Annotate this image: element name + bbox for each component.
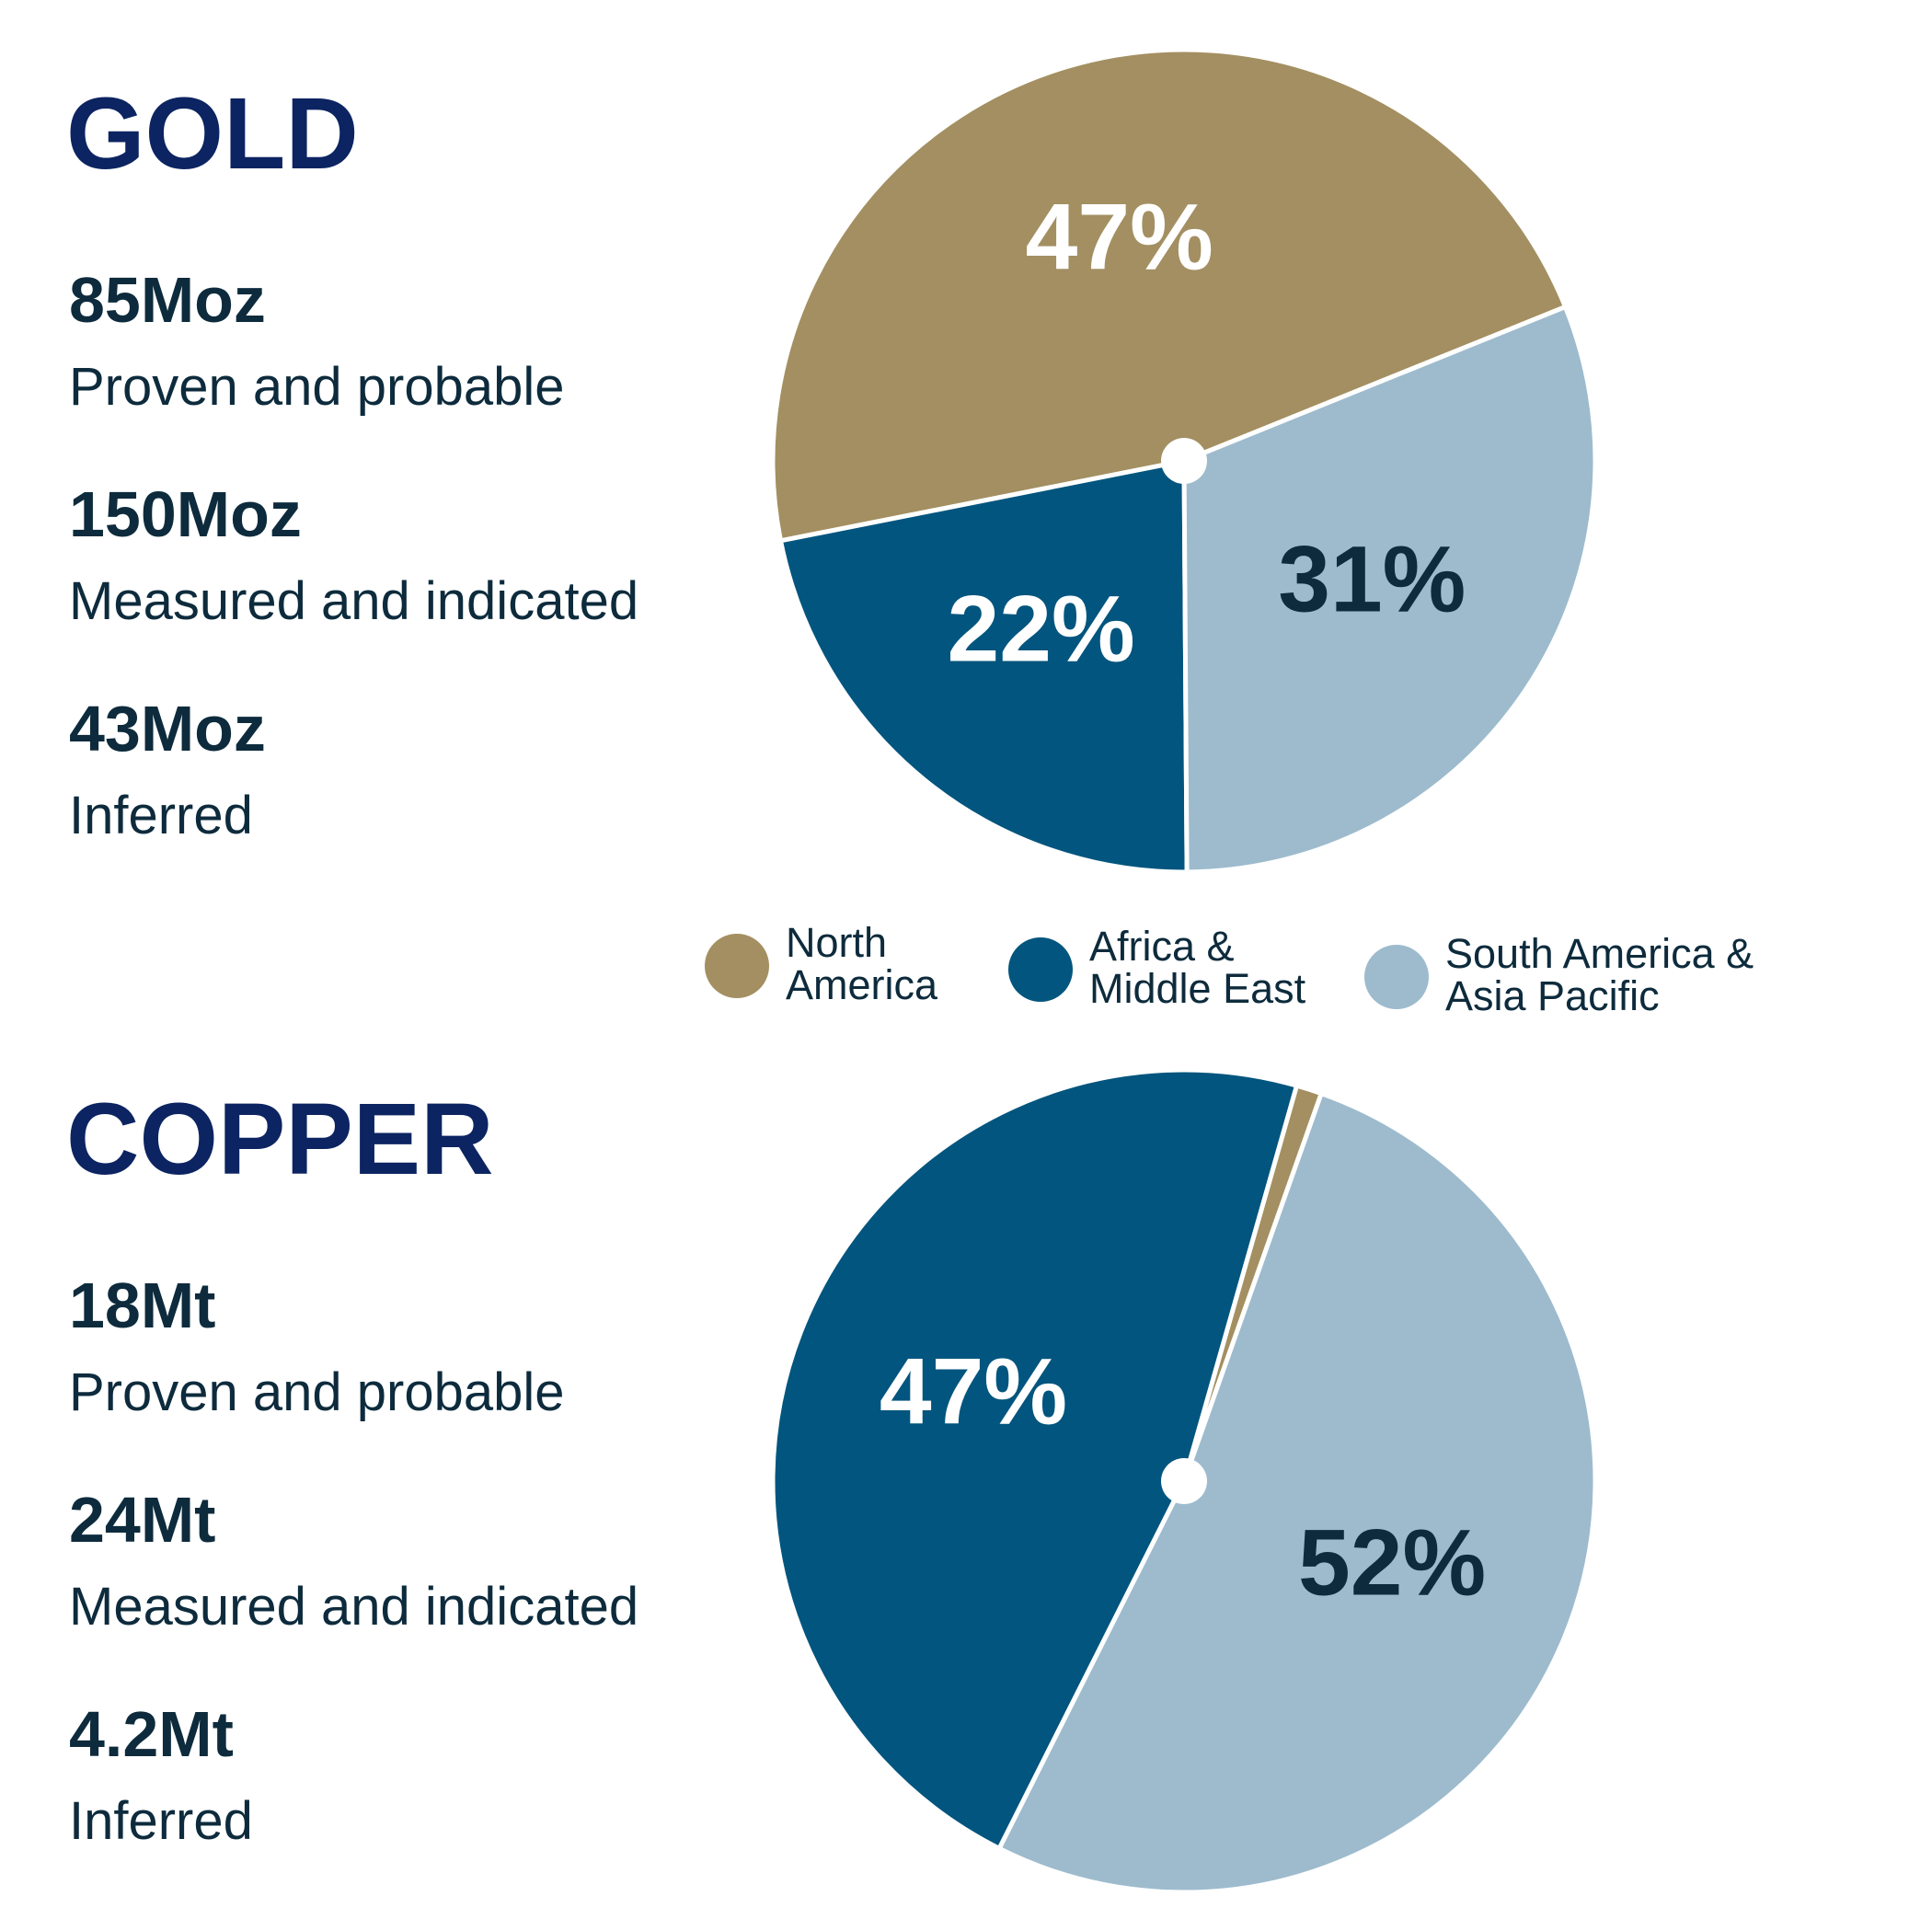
pie-slice: [770, 1067, 1300, 1852]
pie-center: [1161, 1458, 1207, 1504]
legend-swatch: [1008, 937, 1073, 1002]
slice-label: 31%: [1278, 527, 1466, 632]
legend-label: Africa & Middle East: [1089, 923, 1306, 1012]
pie-slice: [770, 47, 1569, 544]
stat-label: Inferred: [69, 1791, 253, 1851]
stat-value: 150Moz: [69, 478, 302, 550]
stat-value: 85Moz: [69, 264, 266, 336]
pie-slice: [1181, 304, 1598, 875]
stat-label: Proven and probable: [69, 1362, 565, 1422]
legend-label: North America: [786, 919, 938, 1008]
stat-label: Measured and indicated: [69, 571, 638, 631]
stat-value: 4.2Mt: [69, 1698, 234, 1770]
section-title: GOLD: [66, 77, 359, 190]
legend-label: South America & Asia Pacific: [1445, 930, 1754, 1019]
slice-label: 22%: [948, 576, 1135, 681]
slice-label: 52%: [1298, 1510, 1486, 1614]
stat-value: 18Mt: [69, 1270, 215, 1341]
slice-label: 47%: [880, 1339, 1067, 1444]
legend-swatch: [705, 934, 769, 998]
stat-value: 24Mt: [69, 1484, 215, 1556]
pie-slice: [995, 1090, 1598, 1895]
stat-value: 43Moz: [69, 693, 266, 764]
stat-label: Measured and indicated: [69, 1577, 638, 1637]
section-title: COPPER: [66, 1083, 494, 1196]
pie-slice: [777, 457, 1190, 875]
stat-label: Proven and probable: [69, 357, 565, 417]
stat-label: Inferred: [69, 786, 253, 845]
pie-center: [1161, 438, 1207, 484]
legend-swatch: [1364, 945, 1429, 1009]
slice-label: 47%: [1026, 184, 1213, 289]
